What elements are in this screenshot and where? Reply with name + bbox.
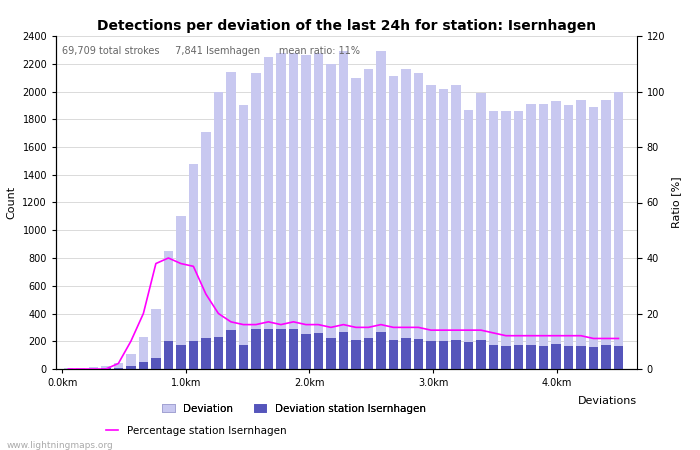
Bar <box>452 85 461 369</box>
Bar <box>552 344 561 369</box>
Bar <box>226 330 235 369</box>
Bar <box>414 339 423 369</box>
Bar <box>189 341 198 369</box>
Bar <box>139 337 148 369</box>
Bar <box>426 341 435 369</box>
Bar <box>576 100 586 369</box>
Bar <box>501 111 510 369</box>
Bar <box>301 333 311 369</box>
Bar <box>539 346 548 369</box>
Bar <box>314 53 323 369</box>
Bar <box>264 57 273 369</box>
Bar <box>526 104 536 369</box>
Bar <box>564 105 573 369</box>
Bar <box>251 329 260 369</box>
Legend: Percentage station Isernhagen: Percentage station Isernhagen <box>102 422 290 440</box>
Bar <box>289 329 298 369</box>
Bar <box>189 164 198 369</box>
Bar <box>476 93 486 369</box>
Bar <box>126 354 136 369</box>
Bar <box>301 55 311 369</box>
Bar <box>264 329 273 369</box>
Bar <box>377 51 386 369</box>
Bar <box>251 73 260 369</box>
Bar <box>401 338 411 369</box>
Bar <box>351 77 360 369</box>
Bar <box>314 333 323 369</box>
Bar <box>426 85 435 369</box>
Bar <box>464 109 473 369</box>
Bar <box>476 340 486 369</box>
Bar <box>202 338 211 369</box>
Bar <box>439 341 448 369</box>
Bar <box>326 64 335 369</box>
Bar <box>452 340 461 369</box>
Bar <box>89 367 98 369</box>
Bar <box>552 101 561 369</box>
Bar <box>76 368 85 369</box>
Bar <box>164 341 173 369</box>
Legend: Deviation, Deviation station Isernhagen: Deviation, Deviation station Isernhagen <box>158 400 430 418</box>
Bar <box>151 358 160 369</box>
Bar <box>364 69 373 369</box>
Text: www.lightningmaps.org: www.lightningmaps.org <box>7 441 113 450</box>
Bar <box>614 346 623 369</box>
Bar <box>102 365 111 369</box>
Bar <box>276 53 286 369</box>
Bar <box>489 345 498 369</box>
Bar <box>139 362 148 369</box>
Bar <box>202 132 211 369</box>
Bar <box>389 76 398 369</box>
Bar <box>526 346 536 369</box>
Bar <box>576 346 586 369</box>
Y-axis label: Ratio [%]: Ratio [%] <box>671 177 681 228</box>
Bar <box>176 216 186 369</box>
Bar <box>276 329 286 369</box>
Bar <box>614 91 623 369</box>
Bar <box>214 91 223 369</box>
Bar <box>113 368 123 369</box>
Bar <box>326 338 335 369</box>
Bar <box>601 100 610 369</box>
Bar <box>214 337 223 369</box>
Bar <box>126 365 136 369</box>
Bar <box>489 111 498 369</box>
Bar <box>589 347 598 369</box>
Bar <box>226 72 235 369</box>
Bar <box>151 309 160 369</box>
Bar <box>64 368 73 369</box>
Text: Deviations: Deviations <box>578 396 637 405</box>
Text: 69,709 total strokes     7,841 Isemhagen      mean ratio: 11%: 69,709 total strokes 7,841 Isemhagen mea… <box>62 46 360 56</box>
Bar <box>113 363 123 369</box>
Bar <box>176 345 186 369</box>
Bar <box>351 340 360 369</box>
Bar <box>364 338 373 369</box>
Bar <box>377 332 386 369</box>
Bar <box>239 105 248 369</box>
Bar <box>464 342 473 369</box>
Bar <box>389 340 398 369</box>
Bar <box>589 107 598 369</box>
Bar <box>339 51 348 369</box>
Bar <box>564 346 573 369</box>
Bar <box>514 111 523 369</box>
Bar <box>414 73 423 369</box>
Bar <box>239 345 248 369</box>
Bar <box>289 53 298 369</box>
Y-axis label: Count: Count <box>7 186 17 219</box>
Bar <box>501 346 510 369</box>
Title: Detections per deviation of the last 24h for station: Isernhagen: Detections per deviation of the last 24h… <box>97 19 596 33</box>
Bar <box>514 346 523 369</box>
Bar <box>601 346 610 369</box>
Bar <box>439 89 448 369</box>
Bar <box>339 332 348 369</box>
Bar <box>539 104 548 369</box>
Bar <box>164 251 173 369</box>
Bar <box>401 69 411 369</box>
